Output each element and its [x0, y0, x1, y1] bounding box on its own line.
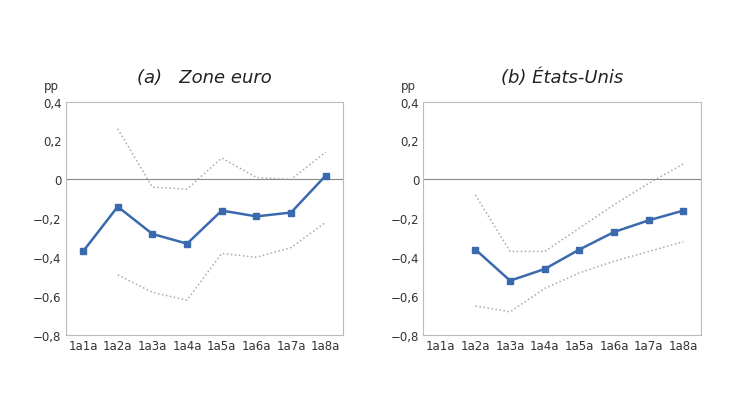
Title: (b) États-Unis: (b) États-Unis	[501, 68, 623, 87]
Title: (a)   Zone euro: (a) Zone euro	[137, 69, 272, 87]
Text: pp: pp	[44, 80, 58, 93]
Text: pp: pp	[402, 80, 416, 93]
